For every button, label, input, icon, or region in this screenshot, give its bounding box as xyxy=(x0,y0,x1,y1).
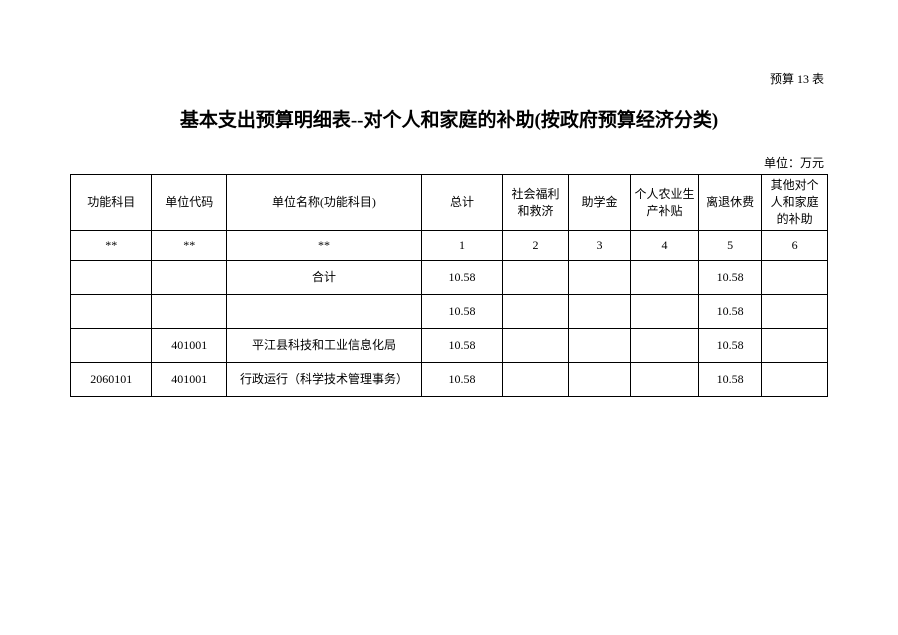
cell-unitCode xyxy=(152,295,227,329)
index-total: 1 xyxy=(421,231,502,261)
table-row: 合计10.5810.58 xyxy=(71,261,828,295)
index-c4: 5 xyxy=(698,231,761,261)
cell-funcCode xyxy=(71,295,152,329)
header-unit-code: 单位代码 xyxy=(152,175,227,231)
cell-c4: 10.58 xyxy=(698,261,761,295)
index-func-code: ** xyxy=(71,231,152,261)
table-row: 2060101401001行政运行（科学技术管理事务）10.5810.58 xyxy=(71,363,828,397)
header-c2: 助学金 xyxy=(568,175,630,231)
cell-c2 xyxy=(568,363,630,397)
cell-c5 xyxy=(762,329,828,363)
cell-c1 xyxy=(503,261,569,295)
table-index-row: ** ** ** 1 2 3 4 5 6 xyxy=(71,231,828,261)
cell-funcCode xyxy=(71,261,152,295)
index-unit-name: ** xyxy=(227,231,422,261)
cell-total: 10.58 xyxy=(421,295,502,329)
document-page: 预算 13 表 基本支出预算明细表--对个人和家庭的补助(按政府预算经济分类) … xyxy=(0,0,898,397)
index-c5: 6 xyxy=(762,231,828,261)
cell-c4: 10.58 xyxy=(698,329,761,363)
cell-c2 xyxy=(568,329,630,363)
header-func-code: 功能科目 xyxy=(71,175,152,231)
cell-total: 10.58 xyxy=(421,329,502,363)
cell-c5 xyxy=(762,363,828,397)
cell-c3 xyxy=(631,363,699,397)
cell-c3 xyxy=(631,295,699,329)
header-c1: 社会福利和救济 xyxy=(503,175,569,231)
index-c2: 3 xyxy=(568,231,630,261)
cell-unitCode: 401001 xyxy=(152,329,227,363)
index-c3: 4 xyxy=(631,231,699,261)
index-unit-code: ** xyxy=(152,231,227,261)
table-number-label: 预算 13 表 xyxy=(70,70,828,87)
cell-c3 xyxy=(631,329,699,363)
cell-unitCode: 401001 xyxy=(152,363,227,397)
cell-c3 xyxy=(631,261,699,295)
header-unit-name: 单位名称(功能科目) xyxy=(227,175,422,231)
cell-c1 xyxy=(503,295,569,329)
cell-c5 xyxy=(762,261,828,295)
cell-unitCode xyxy=(152,261,227,295)
header-c4: 离退休费 xyxy=(698,175,761,231)
cell-c2 xyxy=(568,295,630,329)
cell-c1 xyxy=(503,329,569,363)
header-c5: 其他对个人和家庭的补助 xyxy=(762,175,828,231)
table-header-row: 功能科目 单位代码 单位名称(功能科目) 总计 社会福利和救济 助学金 个人农业… xyxy=(71,175,828,231)
unit-label: 单位：万元 xyxy=(70,154,828,171)
cell-c2 xyxy=(568,261,630,295)
cell-c5 xyxy=(762,295,828,329)
header-c3: 个人农业生产补贴 xyxy=(631,175,699,231)
cell-c1 xyxy=(503,363,569,397)
page-title: 基本支出预算明细表--对个人和家庭的补助(按政府预算经济分类) xyxy=(70,105,828,132)
cell-c4: 10.58 xyxy=(698,363,761,397)
cell-c4: 10.58 xyxy=(698,295,761,329)
index-c1: 2 xyxy=(503,231,569,261)
cell-funcCode: 2060101 xyxy=(71,363,152,397)
cell-total: 10.58 xyxy=(421,261,502,295)
cell-unitName: 平江县科技和工业信息化局 xyxy=(227,329,422,363)
table-row: 10.58 10.58 xyxy=(71,295,828,329)
header-total: 总计 xyxy=(421,175,502,231)
cell-unitName: 合计 xyxy=(227,261,422,295)
cell-total: 10.58 xyxy=(421,363,502,397)
cell-funcCode xyxy=(71,329,152,363)
budget-table: 功能科目 单位代码 单位名称(功能科目) 总计 社会福利和救济 助学金 个人农业… xyxy=(70,174,828,397)
cell-unitName xyxy=(227,295,422,329)
cell-unitName: 行政运行（科学技术管理事务） xyxy=(227,363,422,397)
table-body: ** ** ** 1 2 3 4 5 6 合计10.5810.5810.5810… xyxy=(71,231,828,397)
table-row: 401001平江县科技和工业信息化局10.5810.58 xyxy=(71,329,828,363)
